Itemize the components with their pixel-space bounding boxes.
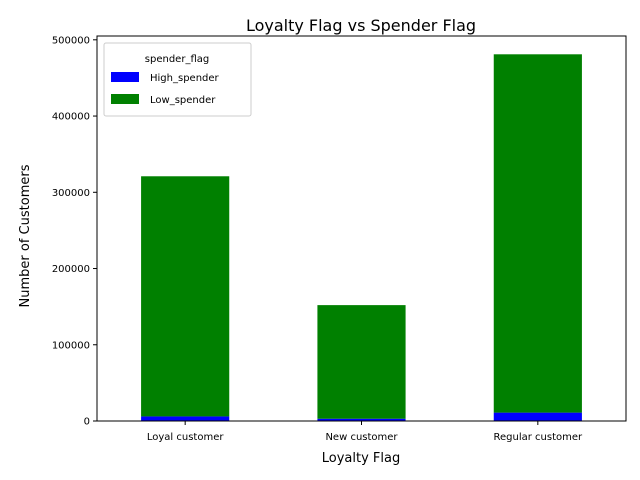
y-tick-label: 500000 — [52, 35, 90, 46]
y-tick-label: 0 — [84, 417, 90, 428]
legend-item-label: Low_spender — [150, 95, 216, 106]
y-tick-label: 100000 — [52, 340, 90, 351]
legend-item-label: High_spender — [150, 73, 220, 84]
bar-high-spender — [493, 412, 582, 421]
chart-title: Loyalty Flag vs Spender Flag — [246, 16, 476, 35]
bar-high-spender — [141, 416, 230, 421]
x-tick-label: Regular customer — [494, 432, 584, 443]
y-tick-label: 300000 — [52, 188, 90, 199]
y-axis-title: Number of Customers — [18, 164, 33, 307]
bar-high-spender — [317, 418, 406, 421]
x-axis-title: Loyalty Flag — [322, 451, 400, 466]
bar-low-spender — [317, 305, 406, 419]
legend-swatch — [111, 72, 139, 82]
legend-swatch — [111, 94, 139, 104]
bar-low-spender — [141, 176, 230, 417]
y-tick-label: 200000 — [52, 264, 90, 275]
x-tick-label: New customer — [325, 432, 398, 443]
legend-title: spender_flag — [145, 54, 209, 65]
bar-low-spender — [493, 54, 582, 413]
x-axis: Loyal customer New customer Regular custom… — [147, 421, 583, 443]
bars-group — [141, 54, 582, 421]
plot-frame — [96, 35, 627, 422]
x-tick-label: Loyal customer — [147, 432, 224, 443]
legend: spender_flag High_spender Low_spender — [103, 42, 252, 117]
legend-box — [103, 42, 252, 117]
y-tick-label: 400000 — [52, 112, 90, 123]
y-axis: 0 100000 200000 300000 400000 500000 — [52, 35, 97, 428]
